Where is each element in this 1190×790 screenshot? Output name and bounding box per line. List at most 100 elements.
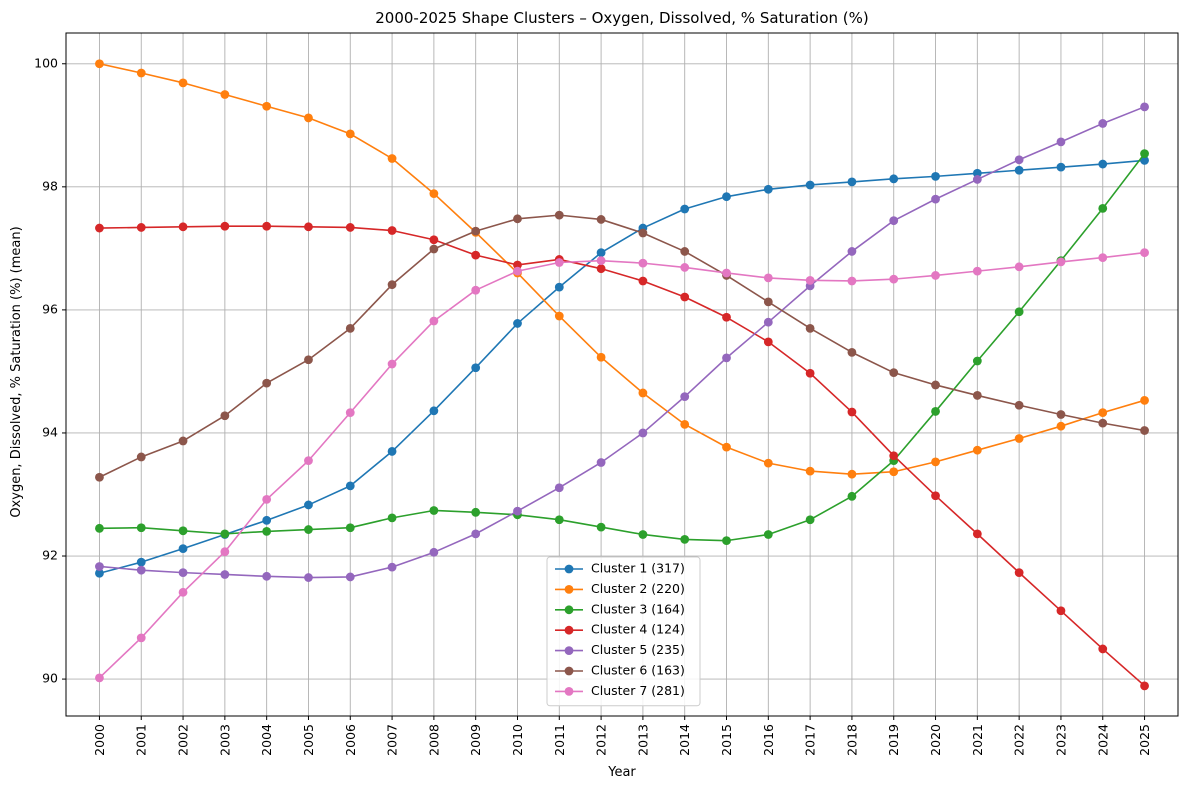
data-point [889, 467, 899, 477]
data-point [972, 266, 982, 276]
data-point [972, 168, 982, 178]
series-line [99, 225, 1146, 687]
x-axis-title: Year [607, 765, 636, 780]
data-point [136, 223, 146, 232]
data-point [387, 513, 397, 523]
x-tick-label: 2013 [635, 724, 650, 756]
y-tick-label: 92 [42, 548, 58, 563]
x-tick-label: 2012 [594, 724, 609, 756]
data-point [1098, 418, 1108, 428]
data-point [178, 78, 188, 88]
legend-entry: Cluster 5 (235) [555, 642, 685, 657]
x-tick-label: 2018 [844, 724, 859, 756]
data-point [178, 436, 188, 446]
data-point [847, 469, 857, 479]
data-point [178, 526, 188, 536]
data-point [638, 388, 648, 398]
data-point [680, 204, 690, 214]
data-point [1014, 155, 1024, 165]
data-point [1140, 395, 1149, 405]
x-tick-label: 2008 [426, 724, 441, 756]
plot-frame [65, 32, 1179, 717]
data-point [596, 352, 606, 362]
data-point [1098, 203, 1108, 213]
data-point [596, 248, 606, 258]
legend-label: Cluster 7 (281) [591, 683, 685, 698]
x-tick-label: 2023 [1053, 724, 1068, 756]
data-point [1140, 102, 1149, 112]
data-point [429, 506, 439, 515]
x-tick-label: 2021 [970, 724, 985, 756]
data-point [220, 570, 230, 579]
data-point [1098, 408, 1108, 418]
data-point [471, 529, 481, 539]
x-tick-label: 2014 [677, 724, 692, 756]
data-point [972, 391, 982, 400]
data-point [429, 316, 439, 326]
series-7 [95, 248, 1149, 683]
data-point [95, 568, 104, 578]
data-point [722, 442, 731, 452]
data-point [471, 250, 481, 260]
data-point [847, 177, 857, 187]
legend-label: Cluster 4 (124) [591, 622, 685, 637]
data-point [345, 408, 355, 418]
chart-title: 2000-2025 Shape Clusters – Oxygen, Disso… [375, 9, 869, 27]
data-point [889, 216, 899, 226]
data-point [95, 472, 104, 482]
data-point [513, 266, 522, 276]
data-point [471, 226, 481, 236]
data-point [680, 247, 690, 256]
data-point [345, 323, 355, 333]
data-point [847, 347, 857, 357]
data-point [304, 222, 313, 232]
data-point [95, 673, 104, 683]
data-point [1098, 644, 1108, 654]
data-point [262, 527, 272, 536]
series-line [99, 214, 1145, 478]
data-point [1014, 307, 1024, 317]
data-point [513, 214, 522, 224]
x-tick-label: 2010 [510, 724, 525, 756]
data-point [722, 192, 731, 202]
data-point [220, 221, 230, 231]
x-tick-label: 2003 [217, 724, 232, 756]
series-lines [95, 59, 1149, 691]
legend-marker [564, 687, 574, 696]
data-point [1056, 137, 1066, 147]
data-point [429, 189, 439, 198]
data-point [847, 276, 857, 286]
data-point [345, 223, 355, 232]
data-point [554, 311, 564, 321]
data-point [1056, 162, 1066, 172]
y-tick-label: 94 [42, 424, 58, 439]
data-point [429, 235, 439, 245]
x-tick-label: 2011 [552, 724, 567, 756]
data-point [847, 407, 857, 417]
data-point [1140, 155, 1149, 165]
data-point [304, 355, 313, 365]
data-point [136, 523, 146, 533]
data-point [596, 215, 606, 224]
data-point [889, 174, 899, 184]
data-point [680, 419, 690, 429]
data-point [387, 280, 397, 290]
x-tick-label: 2009 [468, 724, 483, 756]
data-point [722, 536, 731, 546]
legend-marker [564, 605, 574, 615]
data-point [596, 264, 606, 274]
data-point [722, 268, 731, 278]
data-point [596, 256, 606, 266]
data-point [972, 175, 982, 184]
data-point [471, 363, 481, 373]
data-point [763, 317, 773, 327]
data-point [931, 407, 940, 416]
data-point [220, 529, 230, 539]
data-point [680, 535, 690, 544]
data-point [680, 263, 690, 272]
data-point [1056, 421, 1066, 431]
data-point [220, 411, 230, 421]
data-point [554, 210, 564, 220]
x-tick-label: 2019 [886, 724, 901, 756]
data-point [1140, 149, 1149, 159]
